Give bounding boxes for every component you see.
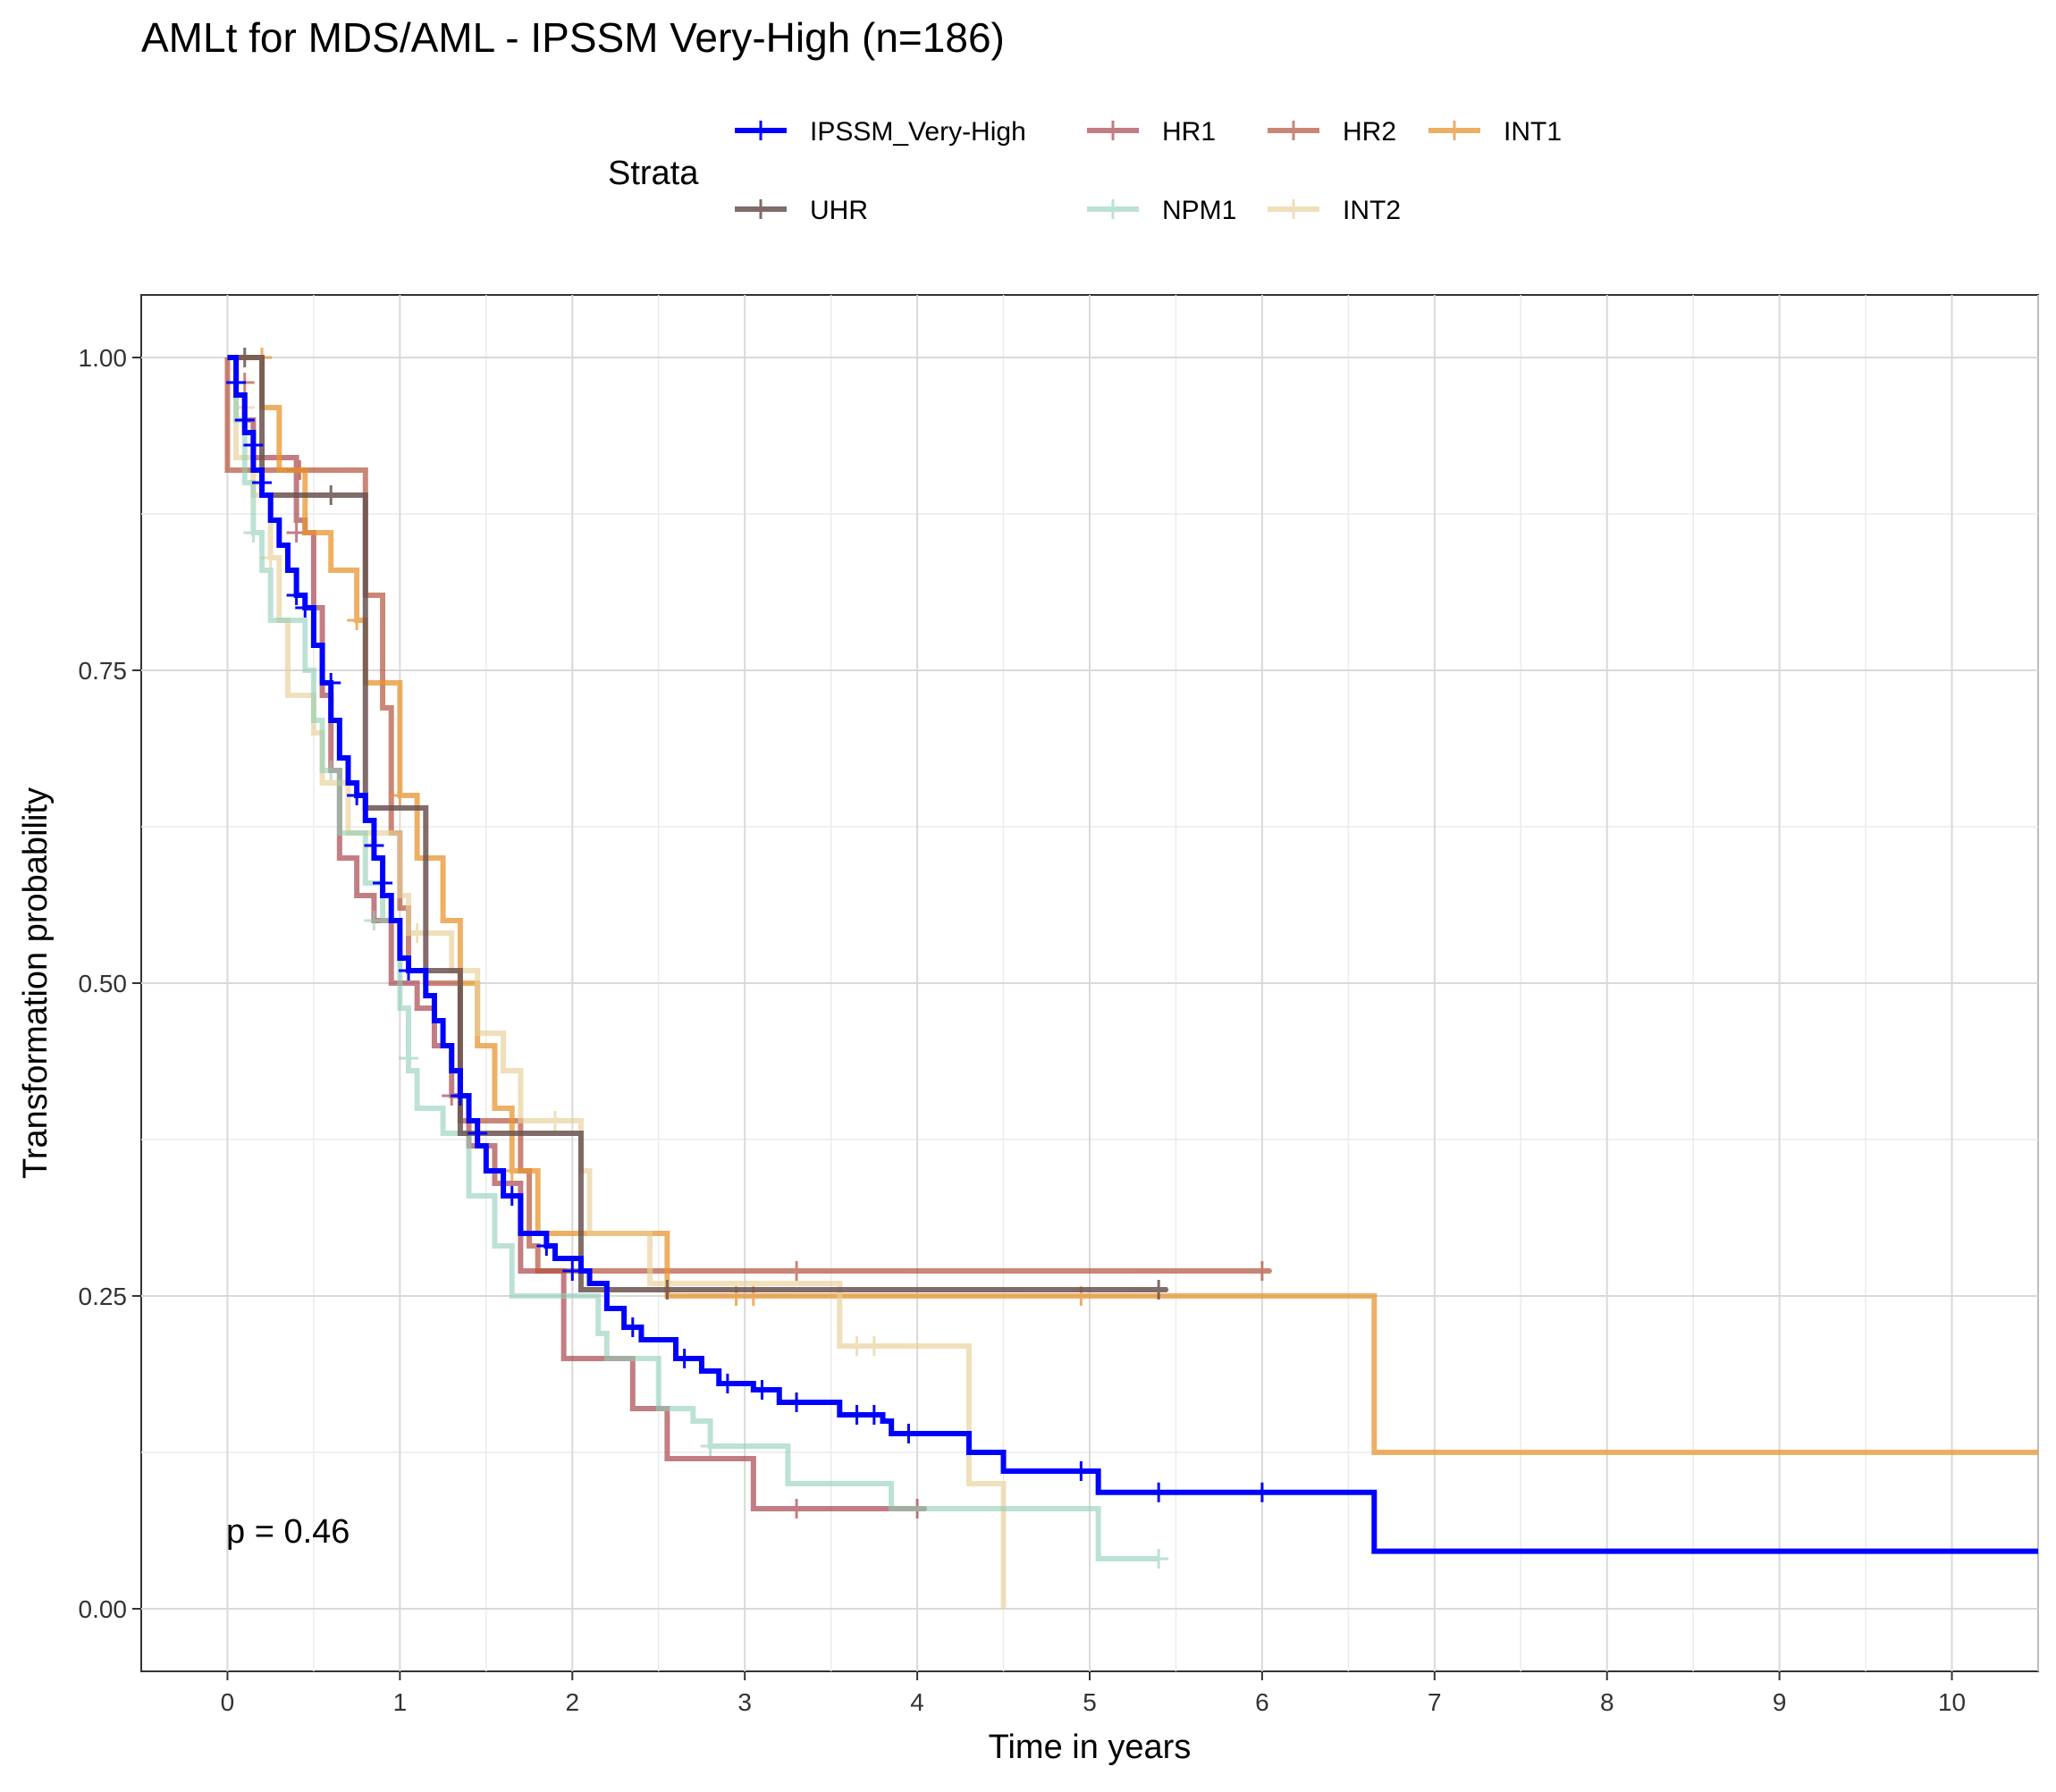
series-npm1 xyxy=(227,355,1169,1569)
series-ipssm-very-high xyxy=(226,355,2038,1554)
censor-mark-uhr xyxy=(657,1280,678,1300)
censor-mark-ipssm-very-high xyxy=(347,786,367,805)
censor-mark-npm1 xyxy=(243,523,264,543)
legend-censor-npm1 xyxy=(1103,199,1123,219)
km-curve-uhr xyxy=(227,355,1167,1292)
censor-mark-npm1 xyxy=(364,911,384,930)
censor-mark-ipssm-very-high xyxy=(399,961,419,980)
censor-mark-ipssm-very-high xyxy=(243,435,264,455)
legend-label-uhr: UHR xyxy=(810,196,868,225)
censor-mark-npm1 xyxy=(1149,1549,1169,1569)
legend-label-ipssm-very-high: IPSSM_Very-High xyxy=(810,117,1026,147)
censor-mark-uhr xyxy=(321,485,341,505)
x-tick-label: 3 xyxy=(737,1688,752,1716)
censor-mark-hr2 xyxy=(1251,1261,1272,1281)
y-tick-label: 0.00 xyxy=(79,1595,128,1623)
censor-mark-ipssm-very-high xyxy=(468,1123,488,1143)
legend-censor-int2 xyxy=(1284,199,1303,219)
x-tick-label: 8 xyxy=(1600,1688,1614,1716)
censor-mark-ipssm-very-high xyxy=(622,1317,643,1337)
x-tick-label: 0 xyxy=(221,1688,235,1716)
censor-mark-ipssm-very-high xyxy=(717,1374,737,1393)
censor-mark-ipssm-very-high xyxy=(1149,1482,1169,1502)
x-tick-label: 7 xyxy=(1428,1688,1442,1716)
legend-censor-uhr xyxy=(751,199,771,219)
x-tick-label: 5 xyxy=(1083,1688,1097,1716)
legend-key-int1 xyxy=(1428,121,1480,140)
censor-mark-npm1 xyxy=(399,1048,419,1068)
x-tick-label: 4 xyxy=(910,1688,924,1716)
x-tick-label: 9 xyxy=(1773,1688,1787,1716)
legend-key-int2 xyxy=(1268,199,1319,219)
censor-mark-ipssm-very-high xyxy=(234,410,255,430)
censor-mark-ipssm-very-high xyxy=(226,373,247,392)
censor-mark-ipssm-very-high xyxy=(898,1424,919,1443)
censor-mark-ipssm-very-high xyxy=(1071,1461,1091,1481)
legend-label-npm1: NPM1 xyxy=(1162,196,1236,225)
censor-mark-ipssm-very-high xyxy=(364,836,384,855)
censor-mark-int2 xyxy=(864,1336,884,1356)
legend-key-hr1 xyxy=(1087,121,1139,140)
censor-mark-int1 xyxy=(390,786,410,805)
legend-censor-int1 xyxy=(1445,121,1464,140)
censor-mark-ipssm-very-high xyxy=(536,1236,557,1256)
series-uhr xyxy=(227,348,1169,1300)
censor-mark-ipssm-very-high xyxy=(752,1380,772,1400)
censor-mark-ipssm-very-high xyxy=(674,1349,695,1368)
legend-key-npm1 xyxy=(1087,199,1139,219)
legend: Strata IPSSM_Very-High HR1 HR2 INT1 UHR NPM1 I… xyxy=(608,117,1562,225)
censor-mark-uhr xyxy=(1149,1280,1169,1300)
censor-mark-ipssm-very-high xyxy=(286,585,307,605)
plot-panel xyxy=(140,294,2039,1672)
x-axis-label: Time in years xyxy=(989,1729,1192,1766)
curves xyxy=(224,348,2038,1609)
censor-mark-hr1 xyxy=(787,1499,807,1519)
censor-mark-ipssm-very-high xyxy=(864,1405,884,1425)
censor-mark-int2 xyxy=(847,1336,867,1356)
y-tick-label: 0.75 xyxy=(79,657,128,685)
legend-label-int2: INT2 xyxy=(1343,196,1401,225)
legend-key-hr2 xyxy=(1268,121,1319,140)
p-value-annotation: p = 0.46 xyxy=(226,1513,350,1551)
km-curve-npm1 xyxy=(227,355,1159,1561)
x-tick-label: 10 xyxy=(1938,1688,1966,1716)
legend-censor-ipssm-very-high xyxy=(751,121,771,140)
censor-mark-ipssm-very-high xyxy=(373,873,393,893)
legend-censor-hr1 xyxy=(1103,121,1123,140)
censor-mark-int2 xyxy=(544,1111,565,1131)
censor-mark-ipssm-very-high xyxy=(847,1405,867,1425)
censor-mark-npm1 xyxy=(321,761,341,780)
x-tick-label: 1 xyxy=(393,1688,408,1716)
x-tick-label: 6 xyxy=(1255,1688,1269,1716)
censor-mark-hr2 xyxy=(787,1261,807,1281)
km-curve-int1 xyxy=(227,355,2038,1455)
censor-mark-ipssm-very-high xyxy=(1251,1482,1272,1502)
censor-mark-ipssm-very-high xyxy=(501,1186,522,1206)
censor-mark-ipssm-very-high xyxy=(787,1392,807,1412)
censor-mark-ipssm-very-high xyxy=(562,1261,583,1281)
x-tick-label: 2 xyxy=(565,1688,579,1716)
censor-mark-ipssm-very-high xyxy=(295,598,316,618)
y-tick-label: 0.25 xyxy=(79,1283,128,1310)
legend-title: Strata xyxy=(608,155,699,192)
legend-censor-hr2 xyxy=(1284,121,1303,140)
y-axis-label: Transformation probability xyxy=(17,787,55,1179)
legend-label-int1: INT1 xyxy=(1504,117,1562,147)
y-tick-label: 0.50 xyxy=(79,970,128,997)
legend-key-uhr xyxy=(735,199,787,219)
legend-key-ipssm-very-high xyxy=(735,121,787,140)
censor-mark-ipssm-very-high xyxy=(252,473,273,492)
chart-title: AMLt for MDS/AML - IPSSM Very-High (n=18… xyxy=(141,14,1005,61)
censor-mark-ipssm-very-high xyxy=(321,673,341,693)
censor-mark-npm1 xyxy=(700,1436,720,1456)
legend-label-hr2: HR2 xyxy=(1343,117,1396,147)
censor-mark-ipssm-very-high xyxy=(450,1086,470,1106)
series-int2 xyxy=(227,355,1007,1609)
y-tick-label: 1.00 xyxy=(79,344,128,372)
legend-label-hr1: HR1 xyxy=(1162,117,1216,147)
